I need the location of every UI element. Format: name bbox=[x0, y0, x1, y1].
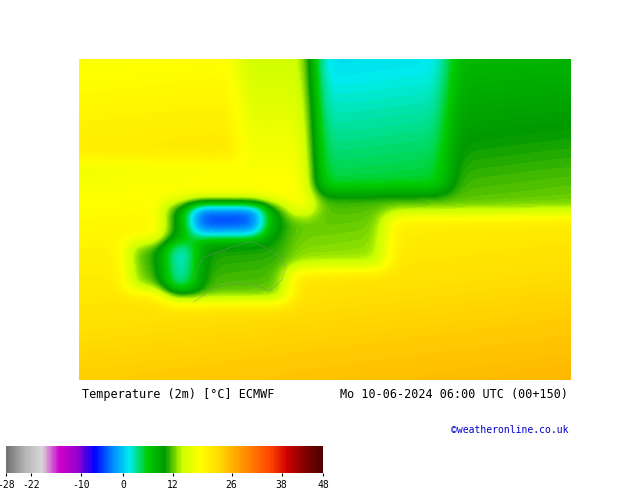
Text: Mo 10-06-2024 06:00 UTC (00+150): Mo 10-06-2024 06:00 UTC (00+150) bbox=[340, 388, 568, 401]
Text: Temperature (2m) [°C] ECMWF: Temperature (2m) [°C] ECMWF bbox=[82, 388, 274, 401]
Text: ©weatheronline.co.uk: ©weatheronline.co.uk bbox=[451, 425, 568, 435]
